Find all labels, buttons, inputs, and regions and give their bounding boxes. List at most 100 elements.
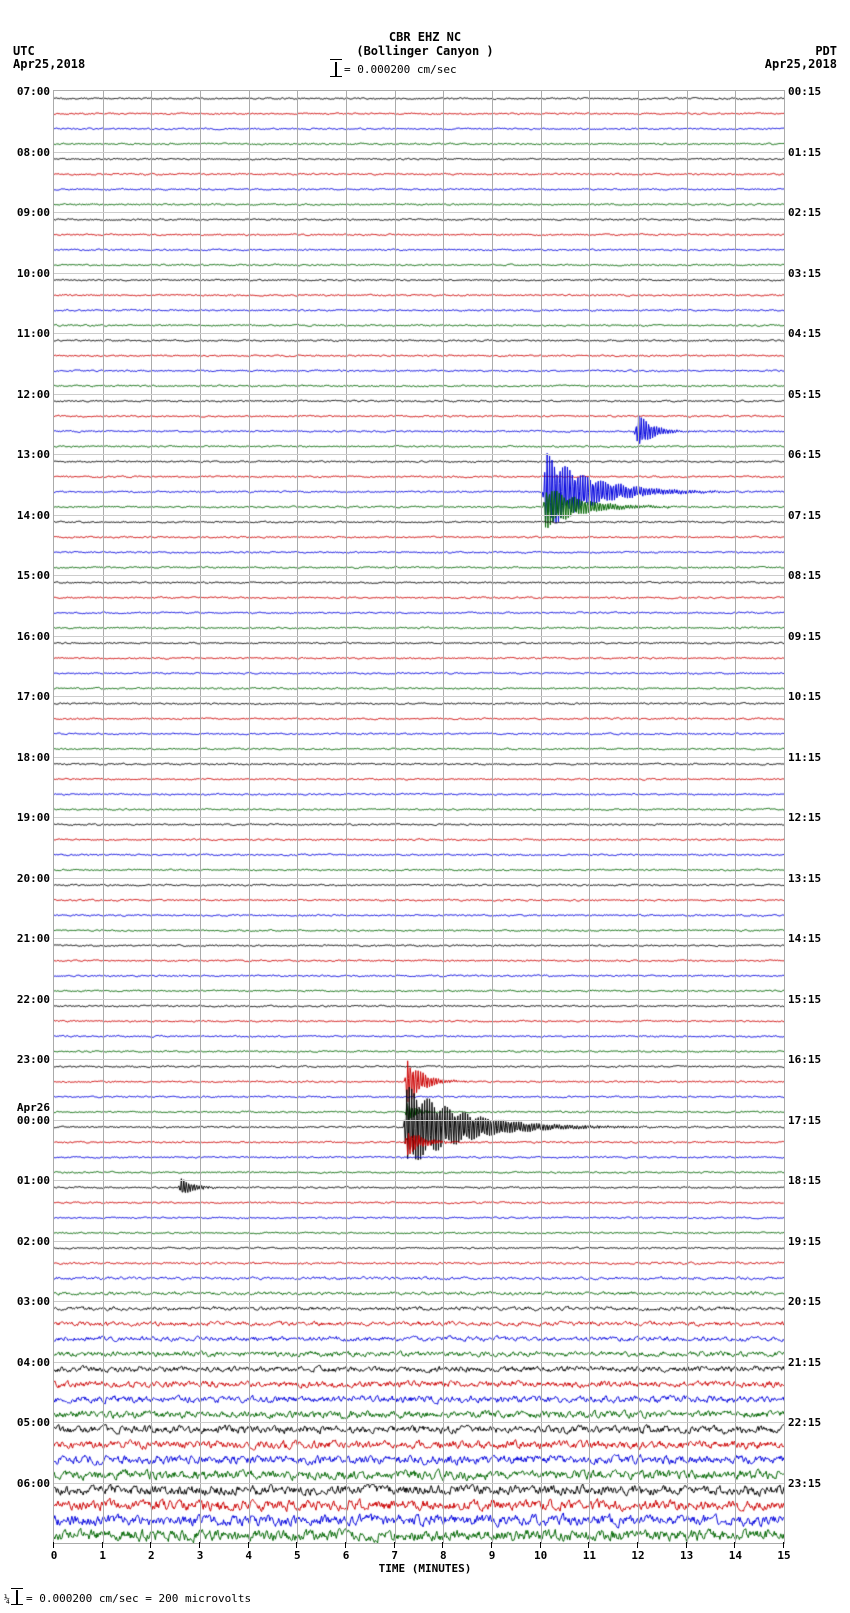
scale-bar-top xyxy=(335,62,337,76)
x-tick-label: 1 xyxy=(96,1549,110,1562)
scale-text: = 0.000200 cm/sec xyxy=(344,63,457,76)
x-tick xyxy=(150,1542,151,1548)
x-tick-label: 15 xyxy=(777,1549,791,1562)
x-tick-label: 12 xyxy=(631,1549,645,1562)
pdt-time-label: 13:15 xyxy=(788,872,821,885)
pdt-time-label: 03:15 xyxy=(788,267,821,280)
pdt-time-label: 08:15 xyxy=(788,569,821,582)
grid-horizontal xyxy=(54,515,784,516)
pdt-time-label: 00:15 xyxy=(788,85,821,98)
pdt-time-label: 12:15 xyxy=(788,811,821,824)
x-tick-label: 3 xyxy=(193,1549,207,1562)
grid-horizontal xyxy=(54,273,784,274)
pdt-time-label: 16:15 xyxy=(788,1053,821,1066)
x-tick xyxy=(734,1542,735,1548)
right-date: Apr25,2018 xyxy=(765,57,837,71)
pdt-time-label: 20:15 xyxy=(788,1295,821,1308)
x-tick-label: 14 xyxy=(728,1549,742,1562)
grid-horizontal xyxy=(54,938,784,939)
grid-horizontal xyxy=(54,999,784,1000)
grid-horizontal xyxy=(54,333,784,334)
pdt-time-label: 07:15 xyxy=(788,509,821,522)
grid-horizontal xyxy=(54,394,784,395)
right-tz: PDT xyxy=(815,44,837,58)
x-tick-label: 5 xyxy=(290,1549,304,1562)
pdt-time-label: 01:15 xyxy=(788,146,821,159)
x-tick-label: 8 xyxy=(436,1549,450,1562)
utc-time-label: 16:00 xyxy=(17,630,50,643)
x-tick xyxy=(345,1542,346,1548)
grid-horizontal xyxy=(54,1422,784,1423)
x-tick-label: 11 xyxy=(582,1549,596,1562)
utc-time-label: 08:00 xyxy=(17,146,50,159)
utc-time-label: 04:00 xyxy=(17,1356,50,1369)
scale-bar-bot-cap xyxy=(330,76,342,77)
grid-horizontal xyxy=(54,212,784,213)
grid-horizontal xyxy=(54,1120,784,1121)
utc-time-label: 21:00 xyxy=(17,932,50,945)
utc-time-label: 19:00 xyxy=(17,811,50,824)
grid-horizontal xyxy=(54,878,784,879)
utc-time-label: 05:00 xyxy=(17,1416,50,1429)
grid-horizontal xyxy=(54,1059,784,1060)
utc-time-label: 22:00 xyxy=(17,993,50,1006)
pdt-time-label: 10:15 xyxy=(788,690,821,703)
x-tick xyxy=(102,1542,103,1548)
pdt-time-label: 21:15 xyxy=(788,1356,821,1369)
pdt-time-label: 04:15 xyxy=(788,327,821,340)
pdt-time-label: 17:15 xyxy=(788,1114,821,1127)
x-axis-title: TIME (MINUTES) xyxy=(379,1562,472,1575)
x-tick xyxy=(783,1542,784,1548)
x-tick-label: 13 xyxy=(680,1549,694,1562)
x-tick xyxy=(588,1542,589,1548)
seismogram-plot xyxy=(53,90,785,1544)
pdt-time-label: 02:15 xyxy=(788,206,821,219)
utc-time-label: 06:00 xyxy=(17,1477,50,1490)
grid-horizontal xyxy=(54,636,784,637)
pdt-time-label: 18:15 xyxy=(788,1174,821,1187)
utc-time-label: 00:00 xyxy=(17,1114,50,1127)
grid-horizontal xyxy=(54,1241,784,1242)
scale-bar-footer xyxy=(16,1590,18,1604)
utc-time-label: 01:00 xyxy=(17,1174,50,1187)
x-tick xyxy=(296,1542,297,1548)
x-tick xyxy=(53,1542,54,1548)
utc-time-label: 14:00 xyxy=(17,509,50,522)
grid-horizontal xyxy=(54,575,784,576)
footer-prefix: ¼ xyxy=(4,1594,10,1605)
grid-horizontal xyxy=(54,696,784,697)
grid-horizontal xyxy=(54,757,784,758)
x-tick xyxy=(442,1542,443,1548)
x-tick-label: 2 xyxy=(144,1549,158,1562)
utc-day2-label: Apr26 xyxy=(17,1101,50,1114)
utc-time-label: 13:00 xyxy=(17,448,50,461)
pdt-time-label: 19:15 xyxy=(788,1235,821,1248)
grid-horizontal xyxy=(54,1180,784,1181)
x-tick-label: 0 xyxy=(47,1549,61,1562)
grid-horizontal xyxy=(54,1483,784,1484)
scale-bar-top-cap xyxy=(330,59,342,60)
pdt-time-label: 14:15 xyxy=(788,932,821,945)
grid-horizontal xyxy=(54,1362,784,1363)
x-tick xyxy=(248,1542,249,1548)
x-tick-label: 7 xyxy=(388,1549,402,1562)
utc-time-label: 09:00 xyxy=(17,206,50,219)
grid-horizontal xyxy=(54,817,784,818)
pdt-time-label: 11:15 xyxy=(788,751,821,764)
pdt-time-label: 15:15 xyxy=(788,993,821,1006)
x-tick xyxy=(491,1542,492,1548)
scale-bar-footer-cap1 xyxy=(11,1588,23,1589)
utc-time-label: 23:00 xyxy=(17,1053,50,1066)
pdt-time-label: 06:15 xyxy=(788,448,821,461)
x-tick-label: 6 xyxy=(339,1549,353,1562)
utc-time-label: 03:00 xyxy=(17,1295,50,1308)
pdt-time-label: 05:15 xyxy=(788,388,821,401)
utc-time-label: 11:00 xyxy=(17,327,50,340)
left-tz: UTC xyxy=(13,44,35,58)
x-tick-label: 4 xyxy=(242,1549,256,1562)
utc-time-label: 10:00 xyxy=(17,267,50,280)
x-tick xyxy=(637,1542,638,1548)
grid-horizontal xyxy=(54,1301,784,1302)
utc-time-label: 18:00 xyxy=(17,751,50,764)
utc-time-label: 20:00 xyxy=(17,872,50,885)
